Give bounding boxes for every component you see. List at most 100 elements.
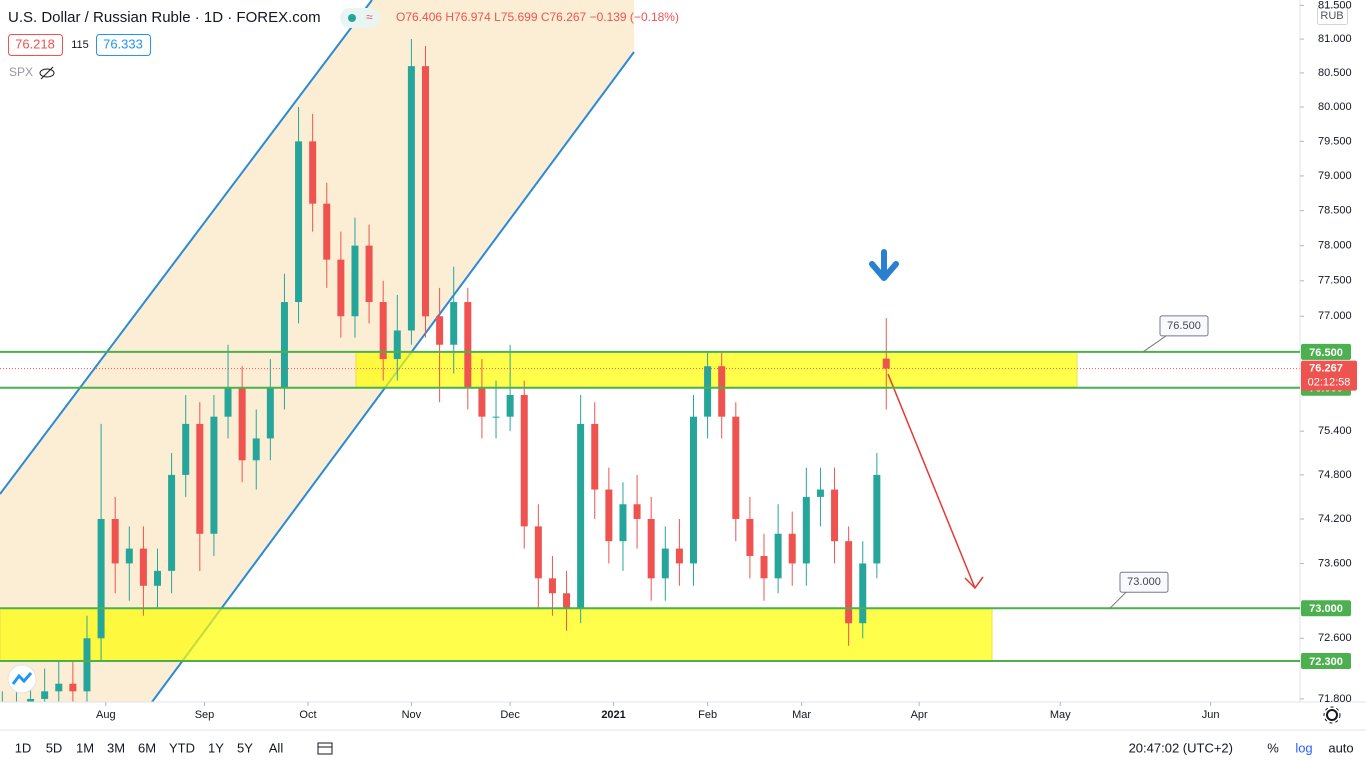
range-button[interactable]: All <box>269 740 284 755</box>
level-tag-label: 76.500 <box>1309 347 1343 359</box>
forecast-arrow <box>887 373 976 589</box>
x-tick-label: Dec <box>500 709 520 721</box>
candle-body <box>873 474 881 564</box>
x-tick-label: Mar <box>792 709 811 721</box>
candle-body <box>266 387 274 439</box>
candle-body <box>407 66 415 331</box>
y-tick-label: 74.200 <box>1318 513 1352 525</box>
callout-label: 76.500 <box>1167 320 1201 332</box>
candle-body <box>619 504 627 542</box>
candle-body <box>351 245 359 317</box>
range-button[interactable]: 6M <box>138 740 156 755</box>
candle-body <box>168 474 176 571</box>
candle-body <box>182 423 190 475</box>
settings-icon[interactable] <box>1323 706 1341 724</box>
candle-body <box>464 302 472 388</box>
candle-body <box>774 533 782 579</box>
candle-body <box>210 416 218 534</box>
candle-body <box>323 203 331 260</box>
calendar-icon[interactable] <box>317 742 333 755</box>
candle-body <box>882 358 890 369</box>
range-button[interactable]: YTD <box>169 740 195 755</box>
candle-body <box>492 416 500 418</box>
candle-body <box>591 423 599 490</box>
range-button[interactable]: 1D <box>15 740 32 755</box>
candle-body <box>704 366 712 417</box>
ohlc-open: O76.406 <box>396 10 442 24</box>
eye-icon[interactable] <box>39 66 55 80</box>
y-tick-label: 79.000 <box>1318 170 1352 182</box>
y-tick-label: 81.000 <box>1318 33 1352 45</box>
candle-body <box>139 548 147 586</box>
candle-body <box>661 548 669 579</box>
candle-body <box>83 638 91 692</box>
candle-body <box>252 438 260 461</box>
candle-body <box>393 330 401 360</box>
x-tick-label: Apr <box>911 709 928 721</box>
zone <box>355 351 1078 389</box>
y-tick-label: 78.000 <box>1318 240 1352 252</box>
candle-body <box>309 141 317 204</box>
callout-label: 73.000 <box>1127 576 1161 588</box>
range-button[interactable]: 1M <box>76 740 94 755</box>
forecast-arrow-head <box>964 576 984 590</box>
range-button[interactable]: 5D <box>46 740 63 755</box>
currency: RUB <box>1320 10 1343 22</box>
spread: 115 <box>71 39 89 51</box>
range-button[interactable]: 3M <box>107 740 125 755</box>
callout-pointer <box>1109 591 1127 609</box>
logo <box>7 664 37 694</box>
zone <box>0 607 993 662</box>
compare-symbol: SPX <box>9 65 33 79</box>
y-tick-label: 73.600 <box>1318 557 1352 569</box>
candle-body <box>563 593 571 609</box>
channel-upper <box>0 0 373 495</box>
candle-body <box>520 395 528 527</box>
candle-body <box>506 395 514 417</box>
status-pill[interactable] <box>340 8 380 28</box>
currency-box <box>1317 7 1348 25</box>
candle-body <box>379 302 387 360</box>
candle-body <box>125 548 133 564</box>
callout-pointer <box>1142 335 1167 353</box>
ask-box[interactable] <box>96 34 151 56</box>
auto-toggle[interactable]: auto <box>1328 740 1353 755</box>
candle-body <box>718 366 726 417</box>
y-tick-label: 77.000 <box>1318 310 1352 322</box>
candle-body <box>633 504 641 519</box>
range-button[interactable]: 5Y <box>237 740 253 755</box>
last-price-label: 76.267 <box>1309 363 1343 375</box>
candle-body <box>27 698 35 702</box>
candle-body <box>365 245 373 303</box>
candle-body <box>732 416 740 519</box>
y-tick-label: 80.000 <box>1318 101 1352 113</box>
level-tag <box>1301 600 1351 617</box>
candle-body <box>238 387 246 461</box>
x-tick-label: Jun <box>1202 709 1220 721</box>
candle-body <box>802 496 810 564</box>
bid-box[interactable] <box>8 34 63 56</box>
range-button[interactable]: 1Y <box>208 740 224 755</box>
status-icon: ≈ <box>366 10 373 24</box>
y-tick-label: 78.500 <box>1318 205 1352 217</box>
log-toggle[interactable]: log <box>1295 740 1312 755</box>
percent-toggle[interactable]: % <box>1267 740 1279 755</box>
candle-body <box>816 489 824 497</box>
y-tick-label: 81.500 <box>1318 0 1352 11</box>
candle-body <box>647 518 655 579</box>
x-tick-label: 2021 <box>601 709 625 721</box>
candle-body <box>97 518 105 639</box>
y-tick-label: 71.800 <box>1318 693 1352 705</box>
ohlc-low: L75.699 <box>494 10 538 24</box>
candle-body <box>337 259 345 317</box>
ohlc-close: C76.267 <box>541 10 587 24</box>
candle-body <box>760 555 768 579</box>
candle-body <box>196 423 204 534</box>
countdown: 02:12:58 <box>1308 377 1351 389</box>
bid: 76.218 <box>15 36 55 51</box>
status-dot <box>348 14 356 22</box>
candle-body <box>675 548 683 564</box>
candle-body <box>295 141 303 303</box>
y-tick-label: 72.600 <box>1318 632 1352 644</box>
